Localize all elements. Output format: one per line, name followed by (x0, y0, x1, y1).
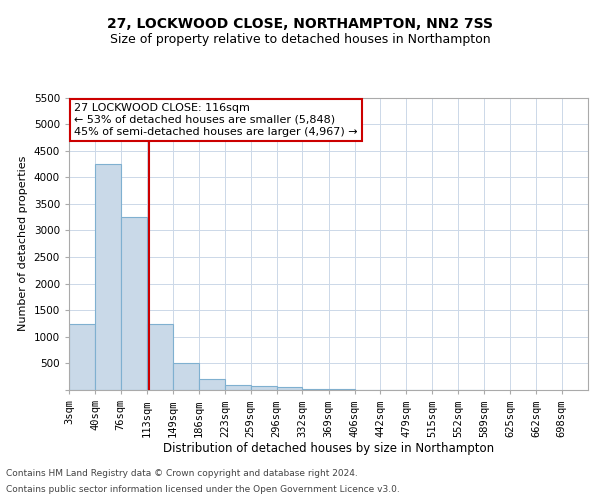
Text: 27, LOCKWOOD CLOSE, NORTHAMPTON, NN2 7SS: 27, LOCKWOOD CLOSE, NORTHAMPTON, NN2 7SS (107, 18, 493, 32)
Text: Contains HM Land Registry data © Crown copyright and database right 2024.: Contains HM Land Registry data © Crown c… (6, 468, 358, 477)
Bar (95, 164, 121, 390)
X-axis label: Distribution of detached houses by size in Northampton: Distribution of detached houses by size … (163, 442, 494, 455)
Bar (173, 364, 199, 390)
Text: 27 LOCKWOOD CLOSE: 116sqm
← 53% of detached houses are smaller (5,848)
45% of se: 27 LOCKWOOD CLOSE: 116sqm ← 53% of detac… (74, 104, 358, 136)
Bar (302, 389, 329, 390)
Bar (147, 324, 173, 390)
Bar (199, 380, 225, 390)
Text: Contains public sector information licensed under the Open Government Licence v3: Contains public sector information licen… (6, 485, 400, 494)
Text: Size of property relative to detached houses in Northampton: Size of property relative to detached ho… (110, 32, 490, 46)
Bar (277, 387, 302, 390)
Bar (251, 386, 277, 390)
Y-axis label: Number of detached properties: Number of detached properties (18, 156, 28, 332)
Bar (69, 324, 95, 390)
Bar (121, 217, 147, 390)
Bar (225, 384, 251, 390)
